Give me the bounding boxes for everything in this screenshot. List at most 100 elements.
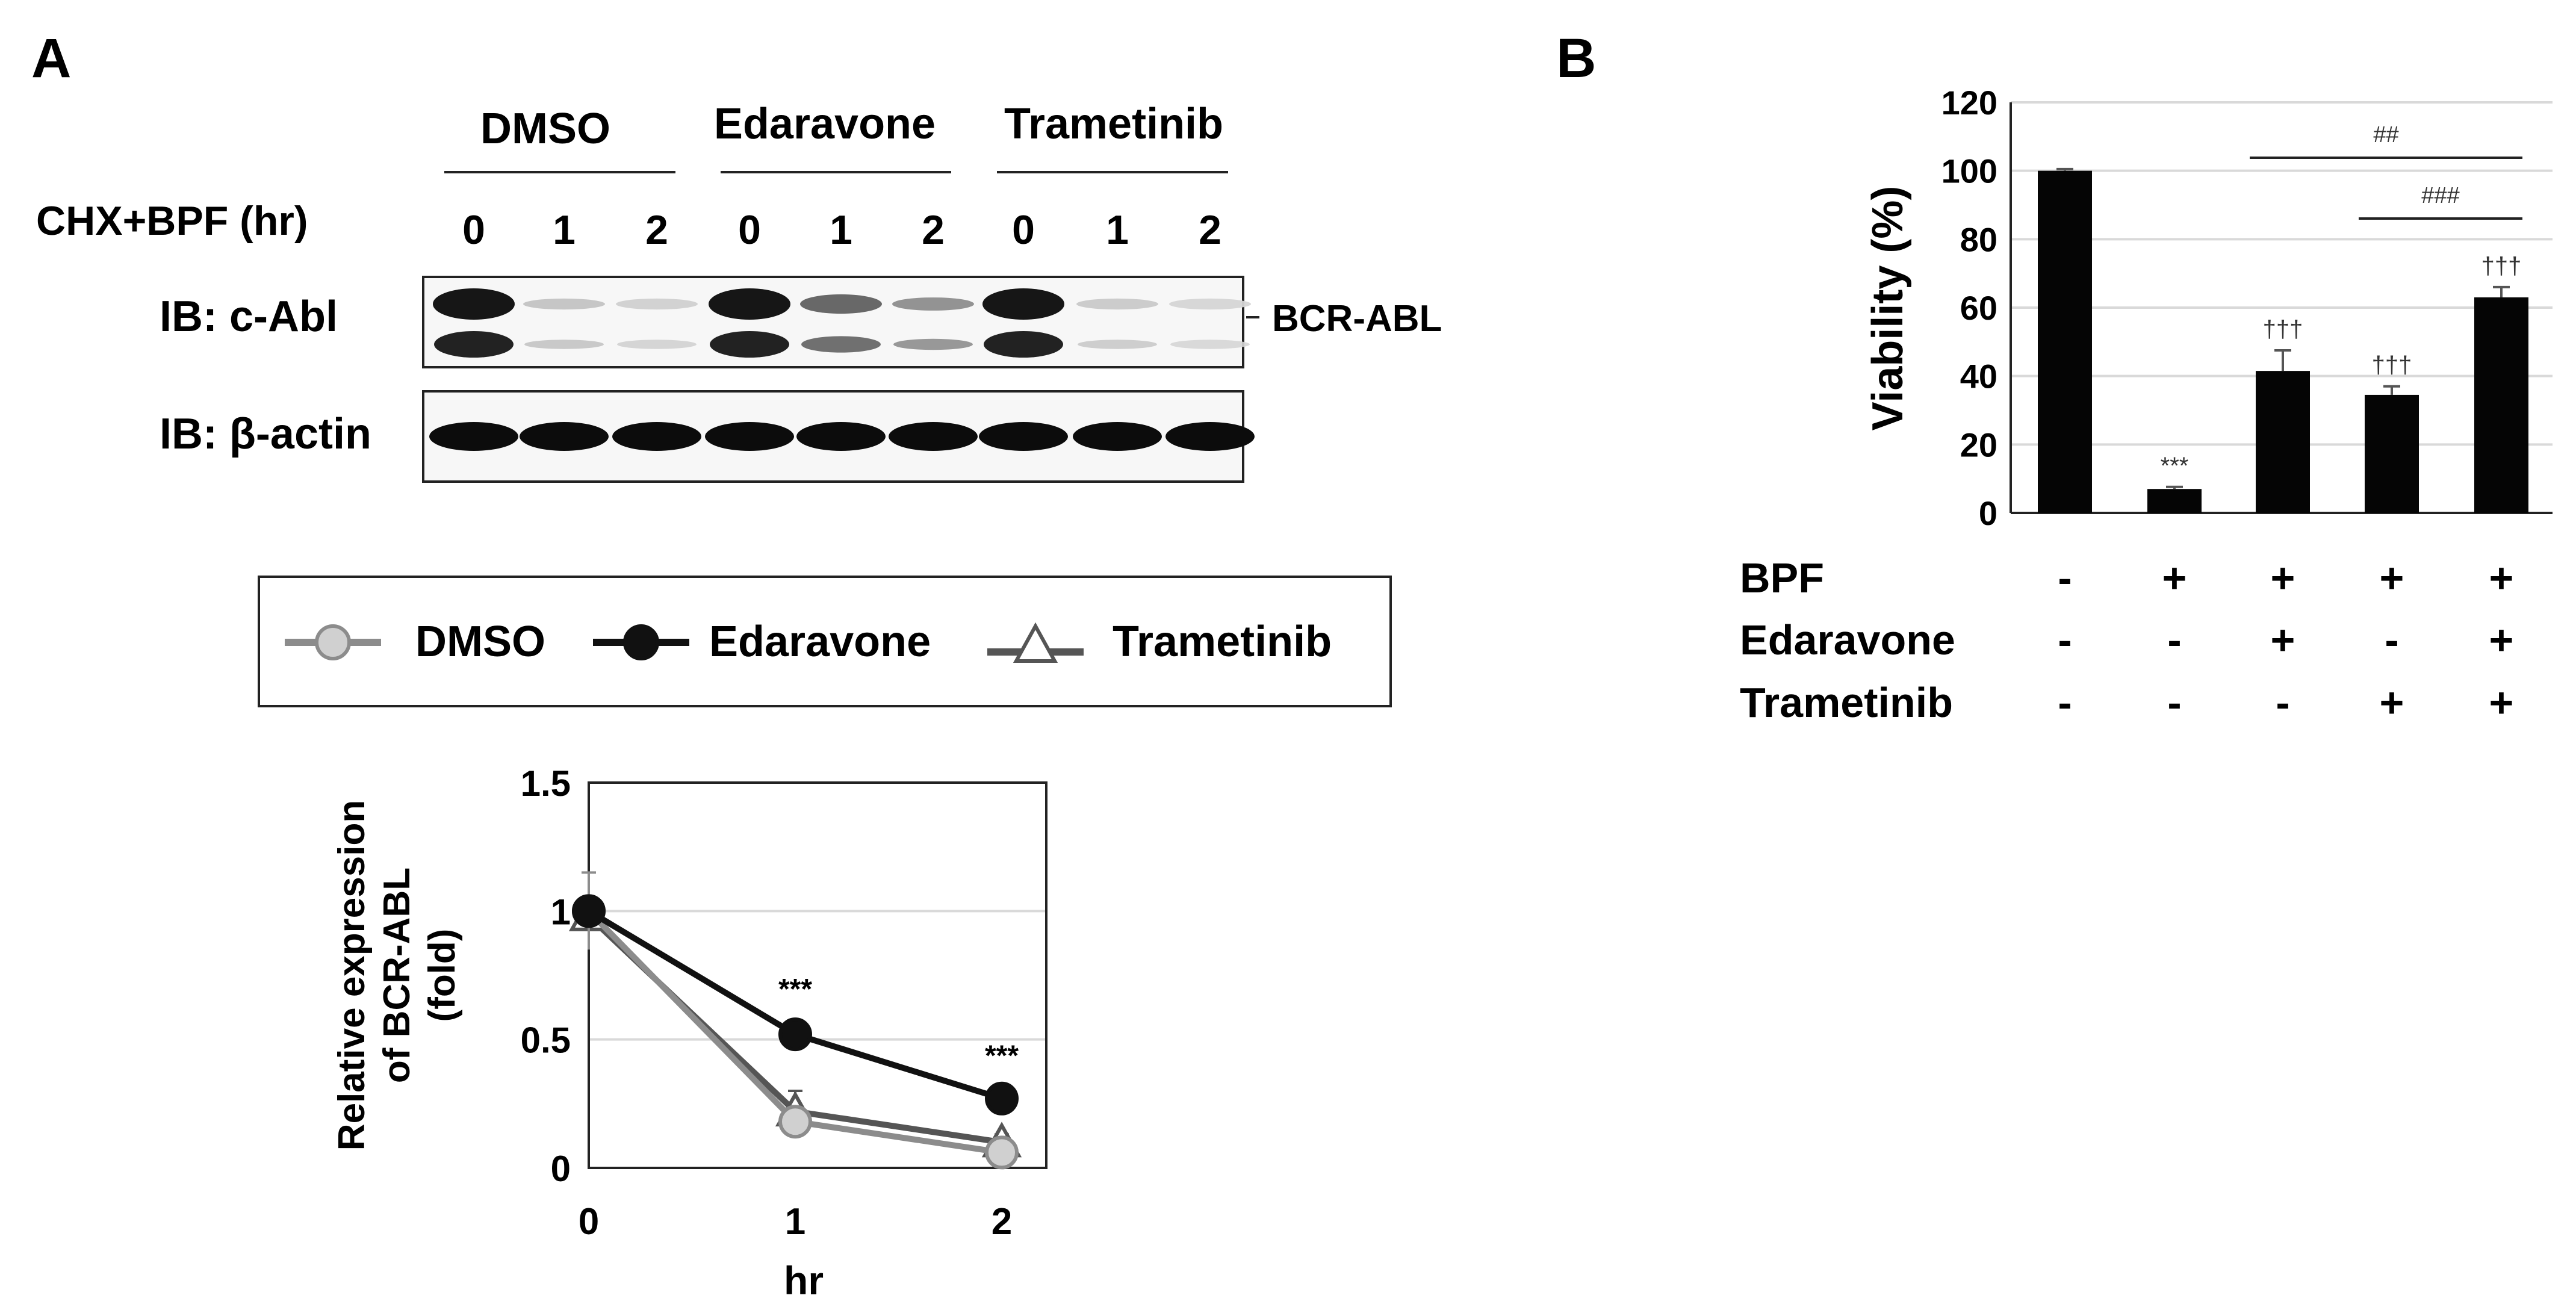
data-point-edaravone-3 xyxy=(985,1081,1019,1116)
legend-marker-trametinib xyxy=(1013,622,1058,663)
blot-time-point-3: 2 xyxy=(645,207,668,253)
condition-sign-trametinib-3: - xyxy=(2276,679,2289,726)
line-chart-series xyxy=(568,871,1022,1170)
condition-sign-trametinib-2: - xyxy=(2167,679,2181,726)
c-abl-band-lower-lane-3 xyxy=(617,340,697,349)
significance-mark-line-2: *** xyxy=(985,1040,1019,1072)
condition-sign-edaravone-2: - xyxy=(2167,616,2181,663)
condition-sign-trametinib-4: + xyxy=(2380,679,2404,726)
data-point-dmso-3 xyxy=(985,1135,1019,1170)
blot-bands-c-abl xyxy=(433,288,1251,358)
line-chart-x-tick-label-2: 1 xyxy=(785,1201,805,1243)
actin-band-lane-2 xyxy=(520,422,609,451)
bar-chart-y-tick-label-5: 80 xyxy=(1960,220,1997,258)
c-abl-band-upper-lane-5 xyxy=(800,294,882,314)
actin-band-lane-1 xyxy=(429,422,518,451)
bar-chart-y-tick-label-2: 20 xyxy=(1960,426,1997,464)
condition-label-bpf: BPF xyxy=(1740,554,1824,601)
c-abl-band-upper-lane-3 xyxy=(616,298,698,310)
condition-sign-bpf-4: + xyxy=(2380,554,2404,601)
condition-sign-bpf-5: + xyxy=(2489,554,2514,601)
condition-sign-bpf-3: + xyxy=(2271,554,2295,601)
line-chart-y-ticks: 0 0.5 1 1.5 xyxy=(521,763,571,1189)
bar-chart-y-ticks: 0 20 40 60 80 100 120 xyxy=(1941,84,1997,532)
blot-group-label-trametinib: Trametinib xyxy=(1004,100,1223,148)
line-chart-annotations: *** *** xyxy=(778,973,1019,1072)
bar-chart-y-tick-label-7: 120 xyxy=(1941,84,1997,122)
bar-4 xyxy=(2365,394,2419,513)
bar-significance-mark-2: *** xyxy=(2161,453,2189,479)
blot-time-axis-label: CHX+BPF (hr) xyxy=(36,198,308,244)
condition-sign-bpf-2: + xyxy=(2162,554,2187,601)
bar-chart-significance-brackets: ##### xyxy=(2250,122,2522,220)
bar-significance-mark-5: ††† xyxy=(2481,253,2522,279)
panel-a-label: A xyxy=(31,28,71,89)
line-chart-y-tick-label-2: 0.5 xyxy=(521,1020,571,1061)
band-label-bcr-abl: BCR-ABL xyxy=(1272,298,1442,340)
bar-significance-mark-4: ††† xyxy=(2372,352,2412,379)
line-chart-y-label-line-1: Relative expression xyxy=(331,800,373,1150)
condition-label-edaravone: Edaravone xyxy=(1740,616,1955,663)
condition-sign-edaravone-3: + xyxy=(2271,616,2295,663)
condition-sign-trametinib-5: + xyxy=(2489,679,2514,726)
bar-chart: 0 20 40 60 80 100 120 Viability (%) *** ††† ††† †… xyxy=(1740,84,2553,726)
blot-bands-actin xyxy=(429,422,1255,451)
condition-sign-trametinib-1: - xyxy=(2058,679,2072,726)
actin-band-lane-6 xyxy=(889,422,978,451)
blot-row-label-actin: IB: β-actin xyxy=(160,410,371,458)
bar-chart-y-tick-label-4: 60 xyxy=(1960,289,1997,327)
c-abl-band-lower-lane-4 xyxy=(710,331,789,358)
actin-band-lane-5 xyxy=(796,422,886,451)
bar-2 xyxy=(2147,489,2202,513)
bar-chart-y-axis-label: Viability (%) xyxy=(1864,186,1912,431)
line-chart-y-label-line-2: of BCR-ABL xyxy=(376,868,418,1083)
bar-1 xyxy=(2038,170,2092,514)
line-chart: 0 0.5 1 1.5 0 1 2 hr Relative expression of B… xyxy=(331,763,1047,1303)
actin-band-lane-4 xyxy=(705,422,794,451)
line-chart-plot-frame xyxy=(588,781,1047,1169)
c-abl-band-lower-lane-8 xyxy=(1078,340,1157,349)
c-abl-band-lower-lane-6 xyxy=(893,338,973,350)
blot-time-point-4: 0 xyxy=(738,207,761,253)
line-chart-y-tick-label-3: 1 xyxy=(551,892,571,932)
c-abl-band-lower-lane-1 xyxy=(434,331,514,358)
c-abl-band-lower-lane-9 xyxy=(1170,340,1250,349)
c-abl-band-upper-lane-1 xyxy=(433,288,515,320)
c-abl-band-upper-lane-4 xyxy=(709,288,790,320)
c-abl-band-upper-lane-8 xyxy=(1076,298,1158,310)
bar-chart-y-tick-label-1: 0 xyxy=(1979,494,1997,532)
data-point-dmso-2 xyxy=(778,1105,812,1139)
bar-5 xyxy=(2474,297,2528,513)
panel-b-label: B xyxy=(1556,28,1596,89)
c-abl-band-upper-lane-9 xyxy=(1169,298,1251,310)
bar-chart-condition-table: BPF - + + + + Edaravone - - + - + Trametinib - - - + + xyxy=(1740,554,2513,726)
blot-time-points: 0 1 2 0 1 2 0 1 2 xyxy=(462,207,1221,253)
legend-label-dmso: DMSO xyxy=(415,618,545,666)
blot-time-point-1: 0 xyxy=(462,207,485,253)
actin-band-lane-7 xyxy=(979,422,1068,451)
line-chart-x-tick-label-3: 2 xyxy=(992,1201,1012,1243)
line-chart-x-ticks: 0 1 2 xyxy=(579,1201,1012,1243)
legend-marker-dmso xyxy=(315,624,351,660)
data-point-edaravone-1 xyxy=(572,894,606,928)
line-chart-x-tick-label-1: 0 xyxy=(579,1201,599,1243)
significance-mark-line-1: *** xyxy=(778,973,812,1005)
line-chart-y-axis-label: Relative expression of BCR-ABL (fold) xyxy=(331,800,463,1150)
condition-sign-edaravone-1: - xyxy=(2058,616,2072,663)
c-abl-band-upper-lane-2 xyxy=(523,298,605,310)
blot-time-point-7: 0 xyxy=(1012,207,1035,253)
legend-marker-edaravone xyxy=(623,624,659,660)
line-chart-legend: DMSO Edaravone Trametinib xyxy=(258,576,1392,707)
significance-bracket-label-1: ## xyxy=(2373,122,2398,147)
line-series-edaravone xyxy=(572,894,1019,1116)
c-abl-band-lower-lane-2 xyxy=(524,340,604,349)
line-chart-gridlines xyxy=(589,910,1046,1041)
line-chart-y-tick-label-1: 0 xyxy=(551,1149,571,1189)
actin-band-lane-3 xyxy=(612,422,701,451)
bar-chart-y-tick-label-3: 40 xyxy=(1960,358,1997,396)
blot-time-point-6: 2 xyxy=(922,207,945,253)
legend-frame xyxy=(258,576,1392,707)
blot-time-point-2: 1 xyxy=(553,207,576,253)
actin-band-lane-9 xyxy=(1165,422,1255,451)
c-abl-band-upper-lane-6 xyxy=(892,297,974,311)
